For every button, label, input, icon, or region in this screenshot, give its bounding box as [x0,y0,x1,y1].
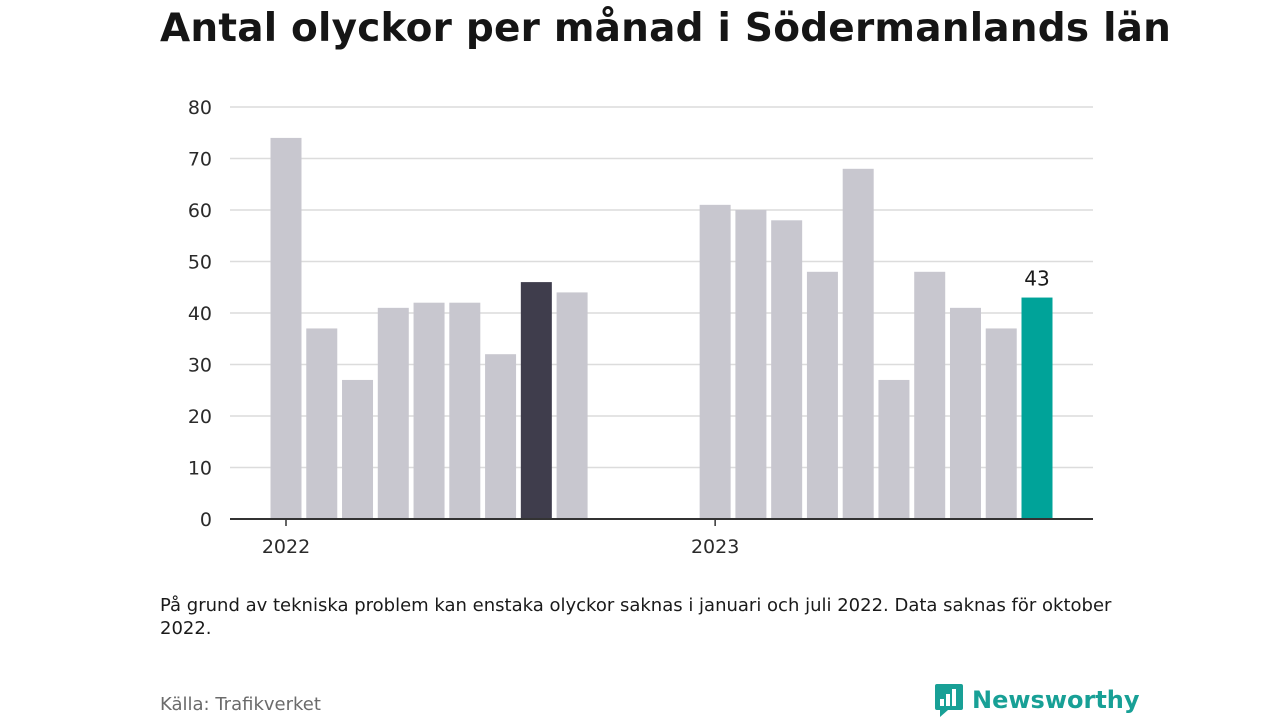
y-tick-label: 10 [188,458,212,480]
y-tick-label: 50 [188,252,212,274]
bar-2023-03 [771,220,803,520]
bar-2022-09 [556,292,588,519]
data-labels: 43 [1024,267,1049,291]
bar-2022-04 [377,307,409,519]
y-tick-label: 40 [188,303,212,325]
bar-2023-01 [699,204,731,519]
brand-logo[interactable]: Newsworthy [934,682,1140,718]
data-label: 43 [1024,267,1049,291]
bar-2022-03 [342,379,374,519]
x-axis: 2022 2023 [230,518,1093,558]
y-axis-ticks: 0 10 20 30 40 50 60 70 80 [188,97,212,531]
bar-2023-06 [878,379,910,519]
y-tick-label: 20 [188,406,212,428]
x-group-label: 2022 [262,536,310,558]
bar-2022-07 [485,354,517,519]
chart-note: På grund av tekniska problem kan enstaka… [160,595,1112,639]
brand-name: Newsworthy [972,686,1140,714]
bar-2023-07 [914,271,946,519]
bars [270,137,1053,520]
bar-2023-05 [842,168,874,520]
bar-2023-09 [985,328,1017,519]
bar-2022-05 [413,302,445,519]
y-tick-label: 80 [188,97,212,119]
bar-2023-02 [735,210,767,519]
y-tick-label: 60 [188,200,212,222]
newsworthy-logo-icon [935,684,963,717]
bar-2022-08 [520,282,552,519]
y-tick-label: 70 [188,149,212,171]
chart-title: Antal olyckor per månad i Södermanlands … [160,6,1172,51]
bar-2022-01 [270,137,302,519]
bar-2023-08 [949,307,981,519]
y-tick-label: 30 [188,355,212,377]
x-group-label: 2023 [691,536,739,558]
gridlines [230,106,1093,469]
bar-2023-10 [1021,297,1053,519]
y-tick-label: 0 [200,509,212,531]
bar-2022-06 [449,302,481,519]
bar-2023-04 [806,271,838,519]
source-label: Källa: Trafikverket [160,694,321,715]
bar-2022-02 [306,328,338,519]
